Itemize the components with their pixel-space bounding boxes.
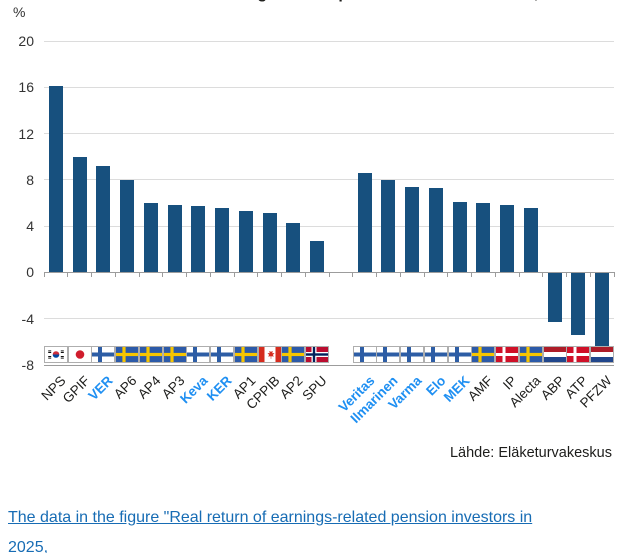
x-axis-tick xyxy=(91,272,92,278)
x-axis-tick xyxy=(67,272,69,278)
bar-MEK xyxy=(452,201,467,273)
y-tick-label: 4 xyxy=(26,218,34,235)
flag-icon-fi xyxy=(186,346,211,363)
flag-icon-dk xyxy=(495,346,520,363)
x-axis-tick xyxy=(518,272,520,278)
flag-icon-nl xyxy=(542,346,567,363)
bar-SPU xyxy=(310,241,325,273)
x-axis-tick xyxy=(589,272,591,278)
flag-icon-se xyxy=(281,346,306,363)
bar-AP2 xyxy=(286,222,301,273)
bar-AP3 xyxy=(167,205,182,273)
flag-icon-fi xyxy=(352,346,377,363)
flag-icon-se xyxy=(471,346,496,363)
bar-VER xyxy=(96,165,111,273)
y-axis-unit-label: % xyxy=(13,4,26,20)
x-axis-tick xyxy=(542,272,544,278)
bar-AP4 xyxy=(143,203,158,273)
bar-GPIF xyxy=(72,156,87,273)
bar-Veritas xyxy=(357,172,372,273)
x-axis-tick xyxy=(304,272,306,278)
y-tick-label: -4 xyxy=(21,310,34,327)
flag-icon-dk xyxy=(566,346,591,363)
gridline-12 xyxy=(44,133,614,135)
y-tick-label: 12 xyxy=(18,125,34,142)
bar-IP xyxy=(500,205,515,273)
bar-ABP xyxy=(547,273,562,323)
x-axis-tick xyxy=(186,272,187,278)
y-tick-label: 20 xyxy=(18,33,34,49)
y-axis: 20 16 12 8 4 0 -4 -8 xyxy=(0,33,34,373)
x-axis-tick xyxy=(209,272,211,278)
chart-plot-area xyxy=(43,40,615,366)
x-axis-tick xyxy=(471,272,472,278)
flag-icon-fi xyxy=(400,346,425,363)
flag-icon-ca xyxy=(257,346,282,363)
x-axis-labels: NPS GPIF VER AP6 AP4 AP3 Keva KER AP1 CPPIB AP2 SPU… xyxy=(38,369,614,449)
bar-AP6 xyxy=(120,179,135,273)
x-axis-tick xyxy=(423,272,425,278)
gridline--8 xyxy=(44,364,614,366)
y-tick-label: 8 xyxy=(26,171,34,188)
bar-Keva xyxy=(191,206,206,273)
flag-icon-se xyxy=(138,346,163,363)
flag-icon-jp xyxy=(67,346,92,363)
gridline--4 xyxy=(44,318,614,320)
x-axis-tick xyxy=(494,272,496,278)
x-axis-tick xyxy=(447,272,449,278)
x-axis-tick xyxy=(399,272,401,278)
x-axis-tick xyxy=(281,272,282,278)
x-axis-tick xyxy=(613,272,615,278)
flag-icon-fi xyxy=(376,346,401,363)
bar-Varma xyxy=(405,186,420,273)
bar-CPPIB xyxy=(262,213,277,273)
flag-icon-se xyxy=(162,346,187,363)
flag-icon-fi xyxy=(91,346,116,363)
x-axis-tick xyxy=(43,272,45,278)
flag-icon-se xyxy=(518,346,543,363)
x-axis-tick xyxy=(352,272,354,278)
x-axis-tick xyxy=(138,272,140,278)
x-axis-tick xyxy=(566,272,567,278)
bar-KER xyxy=(215,207,230,273)
y-tick-label: 0 xyxy=(26,264,34,281)
x-axis-tick xyxy=(328,272,330,278)
flag-icon-fi xyxy=(447,346,472,363)
bar-Elo xyxy=(428,187,443,273)
flag-icon-kr xyxy=(43,346,68,363)
bar-ATP xyxy=(571,273,586,335)
chart-title-cropped: Real return of earnings-related pension … xyxy=(44,0,614,3)
bar-AP1 xyxy=(238,211,253,273)
x-axis-tick xyxy=(162,272,164,278)
bar-Ilmarinen xyxy=(381,179,396,273)
gridline-16 xyxy=(44,86,614,88)
excel-file-paragraph: The data in the figure "Real return of e… xyxy=(8,503,568,553)
y-tick-label: 16 xyxy=(18,79,34,96)
bar-PFZW xyxy=(595,273,610,348)
x-axis-tick xyxy=(233,272,235,278)
flag-icon-nl xyxy=(590,346,615,363)
source-caption: Lähde: Eläketurvakeskus xyxy=(449,445,612,461)
x-axis-tick xyxy=(114,272,116,278)
gridline-8 xyxy=(44,179,614,181)
x-axis-tick xyxy=(376,272,377,278)
flag-icon-fi xyxy=(210,346,235,363)
bar-AMF xyxy=(476,203,491,273)
gridline-4 xyxy=(44,225,614,227)
flag-icon-se xyxy=(233,346,258,363)
flag-icon-se xyxy=(115,346,140,363)
bar-NPS xyxy=(48,86,63,273)
x-axis-tick xyxy=(257,272,259,278)
gridline-20 xyxy=(44,40,614,42)
y-tick-label: -8 xyxy=(21,357,34,373)
bar-Alecta xyxy=(523,207,538,273)
flag-icon-fi xyxy=(423,346,448,363)
excel-link-line1[interactable]: The data in the figure "Real return of e… xyxy=(8,509,533,553)
excel-file-link[interactable]: The data in the figure "Real return of e… xyxy=(8,509,532,553)
flag-icon-no xyxy=(305,346,330,363)
